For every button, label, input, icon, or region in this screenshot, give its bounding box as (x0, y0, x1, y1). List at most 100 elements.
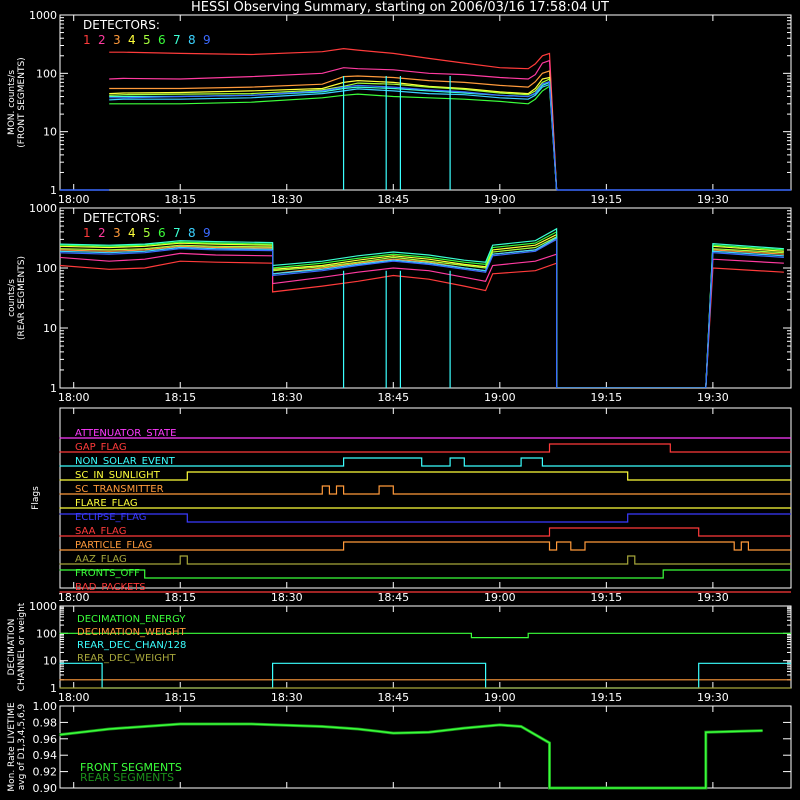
front-rates-ytick-label: 10 (43, 126, 57, 139)
decimation-xtick-label: 19:15 (590, 691, 622, 704)
front-rates-xtick-label: 18:30 (271, 193, 303, 206)
decimation-series (59, 662, 791, 689)
decimation-ytick-label: 1 (50, 682, 57, 695)
rear-rates-xtick-label: 19:15 (590, 391, 622, 404)
flags-xtick-label: 19:15 (590, 591, 622, 604)
front-rates-series-9 (109, 80, 558, 190)
flag-label: GAP_FLAG (75, 442, 127, 453)
rear-rates-ytick-label: 1000 (29, 202, 57, 215)
rear-rates-xtick-label: 18:30 (271, 391, 303, 404)
rear-rates-series-4 (60, 233, 784, 388)
flag-line-gap_flag (59, 443, 791, 453)
front-rates-legend-item: 3 (113, 33, 121, 47)
decimation-ylabel: CHANNEL or weight (17, 602, 27, 691)
flag-label: SC_TRANSMITTER (75, 484, 164, 495)
livetime-frame (59, 705, 792, 789)
decimation-xtick-label: 19:30 (697, 691, 729, 704)
front-rates-legend-item: 1 (83, 33, 91, 47)
rear-rates-legend-title: DETECTORS: (83, 211, 160, 225)
livetime-ytick-label: 0.98 (33, 716, 58, 729)
front-rates-xtick-label: 19:30 (697, 193, 729, 206)
rear-rates-series-3 (60, 238, 784, 388)
livetime-panel: 0.90 0.92 0.94 0.96 0.98 1.00 Mon. Rate LIVETI… (7, 700, 792, 795)
front-rates-series-2 (109, 59, 558, 190)
flag-label: PARTICLE_FLAG (75, 540, 152, 551)
front-rates-xtick-label: 18:15 (164, 193, 196, 206)
rear-rates-series-2 (60, 252, 784, 388)
livetime-ytick-label: 0.92 (33, 766, 58, 779)
front-rates-ytick-label: 1 (50, 184, 57, 197)
flag-label: FRONTS_OFF (75, 568, 140, 579)
flag-label: ECLIPSE_FLAG (75, 512, 146, 523)
chart-title: HESSI Observing Summary, starting on 200… (191, 0, 609, 15)
front-rates-xtick-label: 18:45 (377, 193, 409, 206)
rear-rates-ytick-label: 10 (43, 322, 57, 335)
rear-rates-xtick-label: 19:00 (484, 391, 516, 404)
decimation-ylabel: DECIMATION (7, 619, 17, 676)
rear-rates-xtick-label: 18:15 (164, 391, 196, 404)
flags-frame (59, 407, 792, 589)
front-rates-panel: 18:00 18:15 18:30 18:45 19:00 19:15 19:30 1 10 10… (7, 9, 792, 206)
rear-rates-ylabel: (REAR SEGMENTS) (17, 256, 27, 340)
flags-xtick-label: 19:30 (697, 591, 729, 604)
rear-rates-series-7 (60, 227, 784, 388)
livetime-ytick-label: 1.00 (33, 700, 58, 713)
livetime-ytick-label: 0.94 (33, 749, 58, 762)
front-rates-series-4 (109, 76, 558, 190)
rear-rates-ytick-label: 100 (36, 262, 57, 275)
flag-label: SC_IN_SUNLIGHT (75, 470, 161, 481)
front-rates-legend-item: 5 (143, 33, 151, 47)
decimation-ytick-label: 1000 (29, 600, 57, 613)
flag-line-particle_flag (59, 541, 791, 551)
flag-line-eclipse_flag (59, 513, 791, 523)
rear-rates-frame (59, 207, 792, 389)
livetime-ytick-label: 0.96 (33, 733, 58, 746)
front-rates-series-7 (109, 81, 558, 190)
rear-rates-legend-item: 4 (128, 226, 136, 240)
front-rates-ylabel: (FRONT SEGMENTS) (17, 57, 27, 147)
decimation-ytick-label: 100 (36, 627, 57, 640)
front-rates-legend-item: 9 (203, 33, 211, 47)
decimation-xtick-label: 19:00 (484, 691, 516, 704)
flag-label: NON_SOLAR_EVENT (75, 456, 176, 467)
rear-rates-legend-item: 3 (113, 226, 121, 240)
decimation-legend-item: REAR_DEC_CHAN/128 (77, 640, 186, 651)
rear-rates-xtick-label: 18:45 (377, 391, 409, 404)
front-rates-frame (59, 14, 792, 191)
decimation-series (59, 632, 791, 639)
livetime-ylabel: Mon. Rate LIVETIME (7, 702, 17, 792)
flag-label: BAD_PACKETS (75, 582, 146, 593)
rear-rates-series-1 (60, 260, 784, 388)
livetime-ylabel: avg of D1,3,4,5,6,9 (17, 703, 27, 790)
decimation-legend-item: DECIMATION_ENERGY (77, 614, 186, 625)
decimation-legend-item: DECIMATION_WEIGHT (77, 627, 186, 638)
front-rates-ytick-label: 1000 (29, 9, 57, 22)
flag-label: ATTENUATOR_STATE (75, 428, 176, 439)
flag-label: FLARE_FLAG (75, 498, 138, 509)
flags-panel: 18:00 18:15 18:30 18:45 19:00 19:15 19:30 Flags… (31, 407, 792, 604)
rear-rates-legend-item: 9 (203, 226, 211, 240)
front-rates-series-3 (109, 70, 558, 190)
flag-line-saa_flag (59, 527, 791, 537)
front-rates-ylabel: MON. counts/s (7, 70, 17, 135)
flags-xtick-label: 18:45 (377, 591, 409, 604)
flags-xtick-label: 19:00 (484, 591, 516, 604)
front-rates-series-5 (109, 78, 558, 190)
front-rates-series-1 (109, 47, 558, 190)
decimation-ytick-label: 10 (43, 655, 57, 668)
front-rates-legend-item: 8 (188, 33, 196, 47)
flag-line-fronts_off (59, 569, 791, 579)
flag-label: SAA_FLAG (75, 526, 126, 537)
rear-rates-series-5 (60, 235, 784, 388)
rear-rates-legend-item: 5 (143, 226, 151, 240)
flags-xtick-label: 18:30 (271, 591, 303, 604)
decimation-xtick-label: 18:00 (58, 691, 90, 704)
front-rates-ytick-label: 100 (36, 67, 57, 80)
front-rates-legend-item: 7 (173, 33, 181, 47)
livetime-legend-item: FRONT SEGMENTS (80, 761, 182, 774)
rear-rates-panel: 18:00 18:15 18:30 18:45 19:00 19:15 19:30 1 10 10… (7, 202, 792, 404)
front-rates-xtick-label: 19:15 (590, 193, 622, 206)
rear-rates-legend-item: 6 (158, 226, 166, 240)
rear-rates-xtick-label: 19:30 (697, 391, 729, 404)
